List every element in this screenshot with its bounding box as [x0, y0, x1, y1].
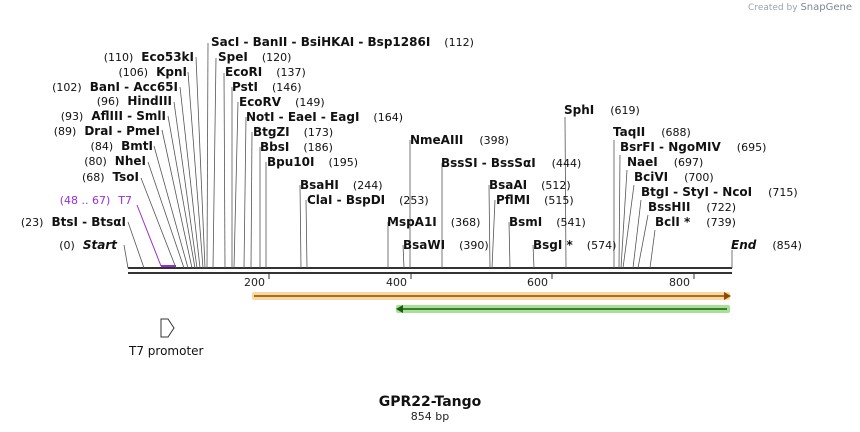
site-label: BssHII (722) [648, 200, 736, 214]
snapgene-credit: Created by SnapGene [748, 2, 852, 13]
site-label: End (854) [731, 238, 802, 252]
connector [206, 42, 209, 269]
connector [161, 129, 193, 269]
site-label: ClaI - BspDI (253) [307, 193, 429, 207]
orange-feature-arrow[interactable] [252, 292, 731, 300]
site-label: EcoRV (149) [239, 95, 325, 109]
connector [508, 221, 511, 269]
connector [649, 229, 656, 269]
site-label: BtgZI (173) [253, 125, 333, 139]
site-label: BsmI (541) [509, 215, 586, 229]
site-label: MspA1I (368) [387, 215, 480, 229]
connector [299, 184, 302, 269]
connector [637, 214, 649, 269]
connector [622, 184, 635, 269]
ruler-tick-label: 800 [669, 276, 690, 289]
site-label: BbsI (186) [260, 140, 333, 154]
site-label: PflMI (515) [496, 193, 574, 207]
connector [179, 86, 201, 269]
ruler-tick-label: 600 [527, 276, 548, 289]
site-label: (23) BtsI - BtsαI [21, 215, 126, 229]
site-label: (0) Start [59, 238, 118, 252]
site-label: EcoRI (137) [225, 65, 306, 79]
connector [488, 184, 491, 269]
site-label: BsaWI (390) [403, 238, 489, 252]
site-label: TaqII (688) [613, 125, 691, 139]
site-label: BciVI (700) [634, 170, 714, 184]
site-label: BsaAI (512) [489, 178, 571, 192]
connector [187, 71, 204, 269]
connector [127, 221, 145, 269]
connector [212, 57, 217, 269]
connector [153, 145, 189, 269]
map-length: 854 bp [411, 410, 449, 423]
site-label: (48 .. 67) T7 [60, 194, 132, 207]
connector [243, 116, 247, 269]
site-label: BsgI * (574) [533, 238, 616, 252]
site-label: BtgI - StyI - NcoI (715) [641, 185, 798, 199]
connector [223, 72, 226, 269]
site-connectors [123, 42, 733, 269]
site-label: BsaHI (244) [300, 178, 383, 192]
connector [147, 161, 185, 269]
site-label: BssSI - BssSαI (444) [441, 156, 581, 170]
connector [564, 116, 567, 269]
site-label: PstI (146) [232, 80, 302, 94]
connector [195, 56, 206, 269]
credit-prefix: Created by [748, 3, 798, 13]
site-label: NaeI (697) [627, 155, 703, 169]
connector [491, 199, 496, 269]
connector [140, 177, 177, 269]
site-label: BclI * (739) [655, 215, 736, 229]
map-title: GPR22-Tango [379, 394, 482, 410]
connector [618, 154, 621, 269]
site-label: (93) AflIII - SmlI [61, 109, 166, 123]
site-label: Bpu10I (195) [267, 155, 358, 169]
snapgene-logo: SnapGene [800, 2, 852, 13]
site-label: SphI (619) [564, 103, 640, 117]
ruler: 200 400 600 800 [244, 273, 695, 289]
connector [402, 244, 405, 269]
site-label: SacI - BanII - BsiHKAI - Bsp1286I (112) [211, 35, 474, 49]
site-label: (80) NheI [84, 154, 146, 168]
green-feature-arrow[interactable] [396, 305, 730, 313]
site-label: BsrFI - NgoMIV (695) [620, 140, 766, 154]
t7-promoter-label: T7 promoter [128, 344, 204, 358]
site-label: (68) TsoI [82, 170, 139, 184]
connector [123, 244, 129, 269]
connector [173, 101, 198, 269]
site-label: (84) BmtI [91, 139, 153, 153]
site-label: (96) HindIII [97, 94, 172, 108]
connector [167, 115, 196, 269]
ruler-tick-label: 200 [244, 276, 265, 289]
site-label: NmeAIII (398) [410, 133, 509, 147]
connector [532, 244, 535, 269]
t7-feature-line [136, 204, 162, 267]
site-label: NotI - EaeI - EagI (164) [246, 110, 403, 124]
site-label: (106) KpnI [119, 65, 188, 79]
ruler-tick-label: 400 [386, 276, 407, 289]
site-label: SpeI (120) [218, 50, 291, 64]
site-labels: (0) Start (23) BtsI - BtsαI (48 .. 67) T7 (… [21, 35, 802, 252]
connector [305, 199, 308, 269]
connector [632, 199, 642, 269]
site-label: (110) Eco53kI [104, 50, 194, 64]
site-label: (102) BanI - Acc65I [52, 80, 178, 94]
connector [620, 169, 628, 269]
connector [250, 131, 253, 269]
site-label: (89) DraI - PmeI [54, 124, 160, 138]
t7-promoter-arrow-icon[interactable] [160, 318, 175, 338]
connector [233, 101, 239, 269]
